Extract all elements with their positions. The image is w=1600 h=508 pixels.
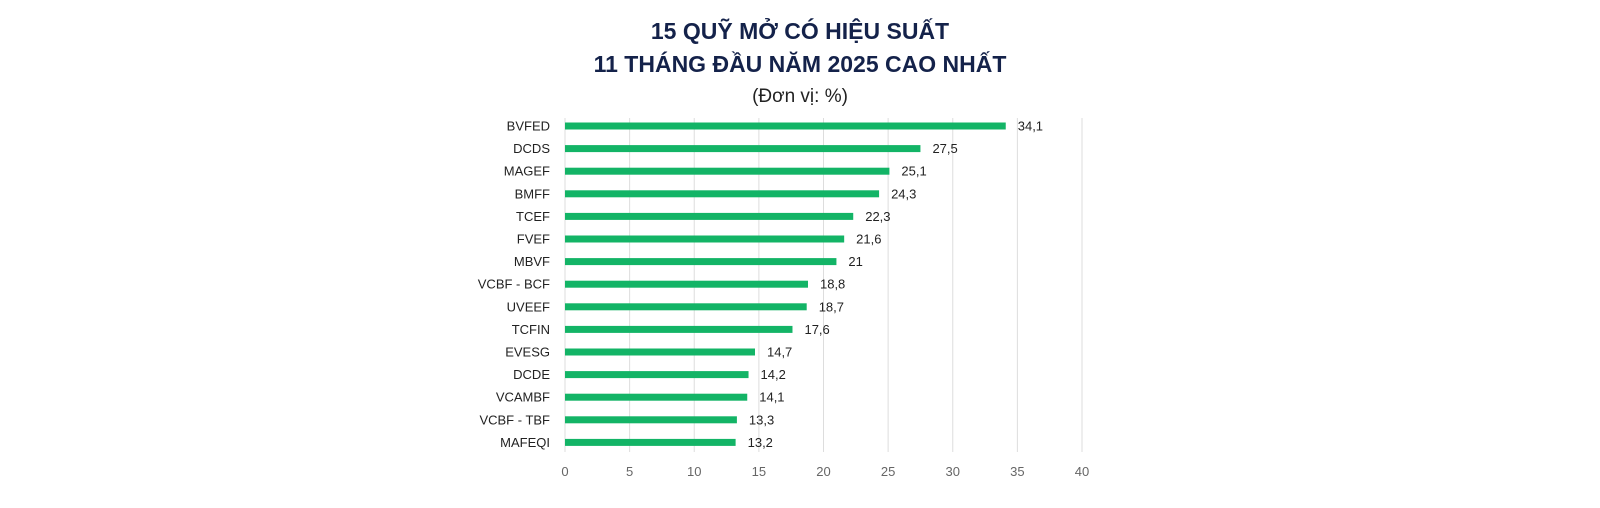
bar — [565, 393, 748, 401]
category-label: TCFIN — [512, 322, 550, 337]
bar — [565, 167, 890, 175]
data-label: 24,3 — [891, 186, 916, 201]
bar — [565, 190, 880, 198]
bar — [565, 325, 793, 333]
bar — [565, 145, 921, 153]
bar — [565, 438, 736, 446]
x-tick-label: 10 — [687, 464, 701, 479]
category-label: DCDS — [513, 141, 550, 156]
data-label: 13,2 — [748, 435, 773, 450]
bar — [565, 235, 845, 243]
data-label: 21 — [848, 254, 862, 269]
chart-title-line-2: 11 THÁNG ĐẦU NĂM 2025 CAO NHẤT — [593, 51, 1007, 77]
bar — [565, 348, 755, 356]
data-label: 25,1 — [901, 164, 926, 179]
category-label: BVFED — [507, 119, 550, 134]
data-label: 18,7 — [819, 299, 844, 314]
x-tick-label: 40 — [1075, 464, 1089, 479]
data-label: 14,1 — [759, 390, 784, 405]
category-label: VCBF - BCF — [478, 277, 550, 292]
x-tick-label: 20 — [816, 464, 830, 479]
category-label: EVESG — [505, 345, 550, 360]
x-tick-label: 30 — [946, 464, 960, 479]
data-label: 21,6 — [856, 232, 881, 247]
bars — [565, 122, 1006, 446]
x-tick-label: 0 — [561, 464, 568, 479]
data-label: 17,6 — [804, 322, 829, 337]
category-labels: BVFED DCDS MAGEF BMFF TCEF FVEF MBVF VCBF - BCF… — [478, 119, 551, 450]
bar — [565, 280, 808, 288]
x-tick-label: 5 — [626, 464, 633, 479]
data-label: 14,2 — [761, 367, 786, 382]
bar — [565, 122, 1006, 130]
category-label: DCDE — [513, 367, 550, 382]
bar — [565, 371, 749, 379]
chart-title-line-1: 15 QUỸ MỞ CÓ HIỆU SUẤT — [650, 18, 950, 44]
category-label: VCBF - TBF — [479, 412, 550, 427]
data-label: 18,8 — [820, 277, 845, 292]
bar — [565, 212, 854, 220]
category-label: FVEF — [517, 232, 550, 247]
category-label: MBVF — [514, 254, 550, 269]
data-label: 13,3 — [749, 412, 774, 427]
category-label: MAFEQI — [500, 435, 550, 450]
category-label: TCEF — [516, 209, 550, 224]
category-label: VCAMBF — [496, 390, 550, 405]
category-label: MAGEF — [504, 164, 550, 179]
data-label: 22,3 — [865, 209, 890, 224]
unit-label: (Đơn vị: %) — [752, 86, 848, 107]
x-tick-label: 15 — [752, 464, 766, 479]
x-tick-label: 35 — [1010, 464, 1024, 479]
data-label: 34,1 — [1018, 119, 1043, 134]
x-tick-label: 25 — [881, 464, 895, 479]
data-label: 14,7 — [767, 345, 792, 360]
x-axis-ticks: 0 5 10 15 20 25 30 35 40 — [561, 464, 1089, 479]
bar — [565, 416, 737, 424]
category-label: BMFF — [515, 186, 550, 201]
data-label: 27,5 — [932, 141, 957, 156]
bar — [565, 258, 837, 266]
bar — [565, 303, 807, 311]
category-label: UVEEF — [507, 299, 550, 314]
